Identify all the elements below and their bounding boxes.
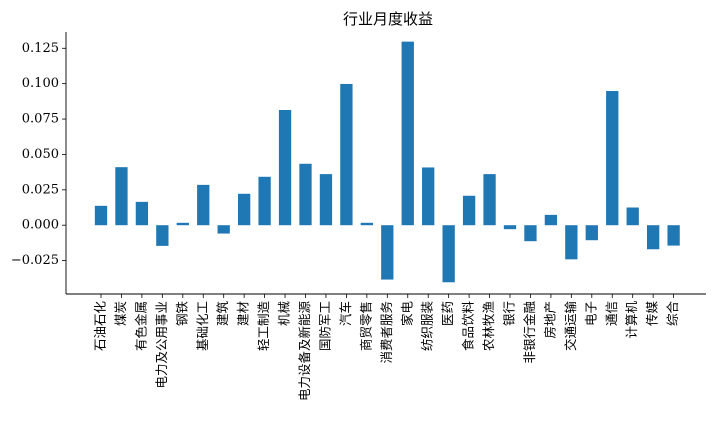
bar-21 xyxy=(503,225,517,230)
y-tick-label: 0.075 xyxy=(22,112,59,127)
x-tick-label: 纺织服装 xyxy=(420,301,435,351)
bar-23 xyxy=(544,214,558,226)
bar-10 xyxy=(278,109,292,226)
x-tick-label: 商贸零售 xyxy=(358,301,373,351)
bar-4 xyxy=(156,225,169,246)
x-tick-label: 建材 xyxy=(236,301,251,326)
x-tick-label: 通信 xyxy=(604,301,619,326)
x-tick-label: 非银行金融 xyxy=(522,301,537,364)
x-tick-label: 传媒 xyxy=(645,301,660,327)
x-tick-label: 医药 xyxy=(440,301,455,326)
bar-15 xyxy=(381,225,394,280)
x-tick-label: 房地产 xyxy=(542,301,557,339)
y-tick-label: 0.000 xyxy=(22,218,59,233)
bar-19 xyxy=(462,195,476,226)
bar-14 xyxy=(360,222,373,226)
x-tick-label: 消费者服务 xyxy=(379,301,394,364)
x-tick-label: 钢铁 xyxy=(174,301,189,327)
x-tick-label: 农林牧渔 xyxy=(481,301,496,351)
bar-20 xyxy=(483,174,496,226)
bar-13 xyxy=(340,83,353,226)
bar-26 xyxy=(606,91,619,226)
chart-title: 行业月度收益 xyxy=(343,10,433,28)
y-tick-label: −0.025 xyxy=(11,253,59,268)
bar-18 xyxy=(442,225,455,283)
x-tick-label: 电力设备及新能源 xyxy=(297,301,312,402)
y-tick-label: 0.025 xyxy=(22,182,59,197)
bar-11 xyxy=(299,163,312,226)
bar-25 xyxy=(585,225,598,241)
x-tick-label: 基础化工 xyxy=(195,301,210,351)
x-tick-label: 有色金属 xyxy=(133,301,148,351)
bar-28 xyxy=(647,225,660,250)
x-tick-label: 国防军工 xyxy=(317,301,332,351)
x-tick-label: 交通运输 xyxy=(563,301,578,352)
bar-9 xyxy=(258,176,271,226)
bar-5 xyxy=(176,222,189,226)
x-tick-label: 煤炭 xyxy=(113,301,128,326)
x-tick-label: 银行 xyxy=(502,301,517,326)
bar-7 xyxy=(217,225,230,234)
x-tick-label: 食品饮料 xyxy=(461,301,476,352)
x-tick-label: 电子 xyxy=(583,301,598,326)
y-tick-label: 0.050 xyxy=(22,147,59,162)
x-tick-label: 计算机 xyxy=(624,301,639,339)
bar-24 xyxy=(565,225,578,260)
x-tick-label: 家电 xyxy=(399,301,414,327)
x-tick-label: 综合 xyxy=(665,301,680,327)
x-tick-label: 汽车 xyxy=(338,301,353,326)
x-tick-label: 机械 xyxy=(277,301,292,327)
bar-17 xyxy=(422,167,435,226)
x-tick-label: 建筑 xyxy=(215,301,230,327)
bar-6 xyxy=(197,184,210,226)
bar-27 xyxy=(626,207,639,226)
y-tick-label: 0.100 xyxy=(22,76,59,91)
bar-3 xyxy=(135,201,149,226)
x-tick-label: 石油石化 xyxy=(93,301,108,352)
bar-8 xyxy=(238,193,251,226)
bar-22 xyxy=(524,225,537,242)
bar-16 xyxy=(401,41,414,226)
y-tick-label: 0.125 xyxy=(22,41,59,56)
x-tick-label: 电力及公用事业 xyxy=(154,301,169,389)
bar-29 xyxy=(667,225,680,246)
bar-12 xyxy=(319,174,333,226)
bar-1 xyxy=(94,205,108,226)
bar-2 xyxy=(115,167,128,226)
x-tick-label: 轻工制造 xyxy=(256,301,271,352)
